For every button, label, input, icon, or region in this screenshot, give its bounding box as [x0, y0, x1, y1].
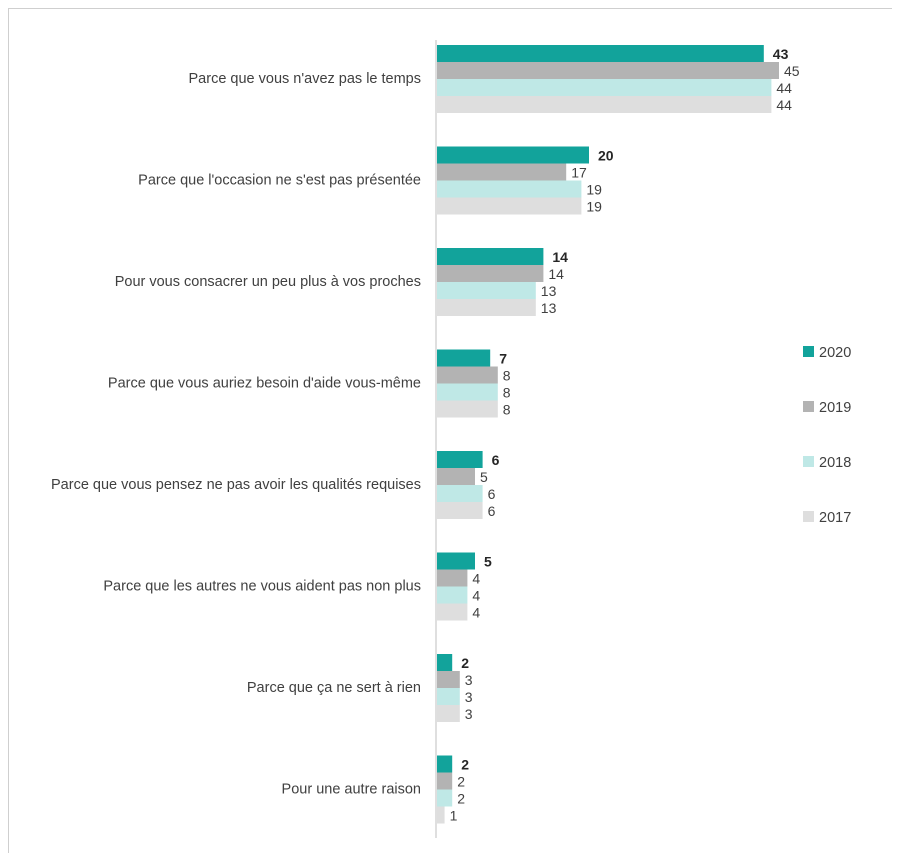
value-label: 6	[488, 503, 496, 519]
category-label: Parce que vous n'avez pas le temps	[189, 71, 421, 87]
bar-2020	[437, 451, 483, 468]
bar-2017	[437, 299, 536, 316]
value-label: 14	[552, 249, 568, 265]
value-label: 19	[586, 182, 602, 198]
legend: 2020 2019 2018 2017	[803, 345, 851, 526]
bar-2017	[437, 400, 498, 418]
bar-2019	[437, 468, 475, 485]
bar-2020	[437, 146, 589, 164]
value-label: 3	[465, 672, 473, 688]
bar-2020	[437, 349, 491, 367]
legend-swatch-2018	[803, 456, 814, 467]
value-label: 3	[465, 706, 473, 722]
legend-label: 2018	[819, 455, 851, 471]
category-label: Pour vous consacrer un peu plus à vos pr…	[115, 274, 421, 290]
value-label: 4	[472, 588, 480, 604]
legend-swatch-2019	[803, 401, 814, 412]
bar-2018	[437, 688, 460, 705]
bars-layer	[437, 45, 779, 824]
value-label: 2	[457, 791, 465, 807]
category-label: Parce que vous pensez ne pas avoir les q…	[51, 477, 421, 493]
bar-2019	[437, 62, 779, 79]
value-label: 6	[492, 452, 500, 468]
legend-label: 2020	[819, 345, 851, 361]
bar-2019	[437, 163, 567, 181]
category-label: Parce que les autres ne vous aident pas …	[103, 579, 421, 595]
bar-2020	[437, 654, 453, 671]
value-label: 8	[503, 385, 511, 401]
bar-2020	[437, 755, 453, 773]
value-label: 44	[776, 97, 792, 113]
value-label: 20	[598, 148, 614, 164]
bar-2019	[437, 265, 544, 282]
value-labels: 4345444420171919141413137888656654442333…	[450, 46, 800, 824]
value-label: 4	[472, 571, 480, 587]
legend-swatch-2017	[803, 511, 814, 522]
value-label: 2	[457, 774, 465, 790]
bar-2017	[437, 96, 772, 113]
bar-2020	[437, 552, 475, 570]
value-label: 5	[480, 469, 488, 485]
value-label: 7	[499, 351, 507, 367]
value-label: 43	[773, 46, 789, 62]
legend-label: 2017	[819, 510, 851, 526]
value-label: 4	[472, 605, 480, 621]
legend-swatch-2020	[803, 346, 814, 357]
value-label: 14	[548, 266, 564, 282]
value-label: 8	[503, 368, 511, 384]
bar-2017	[437, 502, 483, 519]
value-label: 44	[776, 80, 792, 96]
bar-2018	[437, 180, 582, 198]
value-label: 2	[461, 655, 469, 671]
bar-2019	[437, 366, 498, 384]
category-labels: Parce que vous n'avez pas le temps Parce …	[51, 71, 421, 798]
value-label: 5	[484, 554, 492, 570]
bar-2018	[437, 586, 468, 604]
value-label: 6	[488, 486, 496, 502]
bar-2018	[437, 485, 483, 502]
value-label: 17	[571, 165, 587, 181]
value-label: 1	[450, 808, 458, 824]
bar-2020	[437, 45, 764, 62]
value-label: 19	[586, 199, 602, 215]
bar-2018	[437, 79, 772, 96]
bar-2018	[437, 383, 498, 401]
value-label: 13	[541, 300, 557, 316]
value-label: 8	[503, 402, 511, 418]
bar-2020	[437, 248, 544, 265]
value-label: 3	[465, 689, 473, 705]
category-label: Parce que l'occasion ne s'est pas présen…	[138, 173, 421, 189]
bar-2019	[437, 569, 468, 587]
bar-2017	[437, 603, 468, 621]
bar-2017	[437, 705, 460, 722]
value-label: 13	[541, 283, 557, 299]
bar-2018	[437, 282, 536, 299]
bar-2017	[437, 197, 582, 215]
bar-2019	[437, 772, 453, 790]
bar-2019	[437, 671, 460, 688]
chart-frame	[8, 8, 892, 853]
bar-2018	[437, 789, 453, 807]
value-label: 2	[461, 757, 469, 773]
legend-label: 2019	[819, 400, 851, 416]
category-label: Pour une autre raison	[282, 782, 421, 798]
category-label: Parce que ça ne sert à rien	[247, 680, 421, 696]
bar-2017	[437, 806, 445, 824]
value-label: 45	[784, 63, 800, 79]
category-label: Parce que vous auriez besoin d'aide vous…	[108, 376, 421, 392]
